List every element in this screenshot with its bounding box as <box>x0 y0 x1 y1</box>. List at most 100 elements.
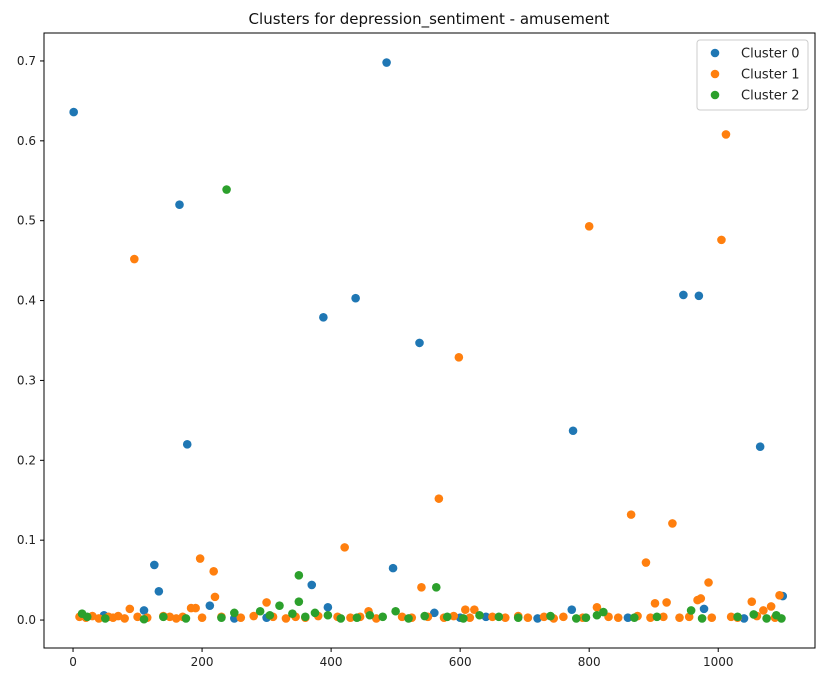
point-cluster-1 <box>465 613 475 622</box>
point-cluster-0 <box>533 614 542 623</box>
point-cluster-2 <box>82 612 92 622</box>
point-cluster-0 <box>351 293 360 303</box>
point-cluster-2 <box>697 614 707 623</box>
point-cluster-2 <box>336 614 346 623</box>
point-cluster-1 <box>766 602 776 611</box>
legend-label: Cluster 2 <box>741 89 800 104</box>
point-cluster-1 <box>668 519 677 528</box>
point-cluster-2 <box>630 613 639 622</box>
point-cluster-1 <box>470 605 479 614</box>
point-cluster-0 <box>568 426 578 436</box>
point-cluster-1 <box>747 597 757 606</box>
x-tick-label: 1000 <box>703 655 734 669</box>
point-cluster-1 <box>94 614 104 623</box>
point-cluster-1 <box>449 611 458 621</box>
point-cluster-1 <box>707 613 717 622</box>
point-cluster-0 <box>481 612 491 622</box>
point-cluster-1 <box>209 567 218 576</box>
point-cluster-1 <box>165 612 175 622</box>
point-cluster-2 <box>391 606 400 616</box>
point-cluster-1 <box>759 606 768 615</box>
point-cluster-0 <box>69 107 78 117</box>
point-cluster-2 <box>652 612 662 622</box>
x-tick-label: 0 <box>69 655 77 669</box>
point-cluster-2 <box>275 601 284 610</box>
point-cluster-0 <box>382 58 391 67</box>
point-cluster-1 <box>775 590 784 600</box>
y-tick-label: 0.1 <box>17 533 36 547</box>
point-cluster-2 <box>230 608 239 618</box>
point-cluster-2 <box>294 571 304 580</box>
data-points <box>69 58 788 624</box>
point-cluster-2 <box>139 614 149 624</box>
point-cluster-1 <box>281 614 291 623</box>
point-cluster-1 <box>584 221 594 231</box>
point-cluster-1 <box>488 612 497 622</box>
point-cluster-0 <box>307 580 317 590</box>
legend-box <box>696 39 809 111</box>
point-cluster-2 <box>442 612 452 622</box>
point-cluster-2 <box>475 610 484 620</box>
point-cluster-2 <box>546 611 555 621</box>
point-cluster-2 <box>777 614 786 623</box>
plot-area <box>44 33 815 648</box>
legend-label: Cluster 0 <box>741 47 800 62</box>
point-cluster-0 <box>319 313 328 322</box>
chart-title: Clusters for depression_sentiment - amus… <box>249 10 610 29</box>
legend-marker <box>710 69 720 79</box>
point-cluster-0 <box>182 440 192 449</box>
y-tick-label: 0.3 <box>17 373 36 387</box>
point-cluster-0 <box>679 290 688 300</box>
point-cluster-2 <box>365 610 375 620</box>
point-cluster-2 <box>513 613 523 622</box>
point-cluster-1 <box>346 613 355 622</box>
point-cluster-2 <box>431 582 441 592</box>
point-cluster-2 <box>581 613 591 622</box>
point-cluster-2 <box>222 185 231 194</box>
point-cluster-1 <box>721 130 731 139</box>
point-cluster-1 <box>133 612 142 622</box>
point-cluster-1 <box>592 602 602 612</box>
point-cluster-1 <box>539 612 549 622</box>
y-tick-label: 0.4 <box>17 294 36 308</box>
point-cluster-2 <box>494 612 504 622</box>
point-cluster-2 <box>686 606 696 615</box>
legend: Cluster 0 Cluster 1 Cluster 2 <box>696 39 809 111</box>
point-cluster-1 <box>417 582 426 592</box>
point-cluster-0 <box>567 605 577 614</box>
point-cluster-0 <box>154 586 164 596</box>
point-cluster-2 <box>378 612 388 622</box>
y-tick-label: 0.0 <box>17 613 36 627</box>
point-cluster-0 <box>694 291 704 301</box>
point-cluster-1 <box>523 613 533 622</box>
point-cluster-0 <box>755 442 765 452</box>
point-cluster-2 <box>592 610 602 620</box>
point-cluster-2 <box>352 613 362 622</box>
point-cluster-2 <box>310 608 320 618</box>
point-cluster-2 <box>749 610 759 619</box>
point-cluster-1 <box>461 605 470 614</box>
point-cluster-1 <box>559 612 568 622</box>
point-cluster-0 <box>150 560 159 570</box>
point-cluster-1 <box>171 614 181 623</box>
legend-label: Cluster 1 <box>741 68 800 83</box>
legend-marker <box>710 90 720 100</box>
point-cluster-1 <box>434 494 444 503</box>
point-cluster-2 <box>571 614 581 623</box>
point-cluster-1 <box>696 594 706 603</box>
point-cluster-2 <box>301 612 310 622</box>
point-cluster-1 <box>120 614 129 623</box>
point-cluster-0 <box>623 613 633 622</box>
point-cluster-1 <box>371 614 381 623</box>
point-cluster-1 <box>113 611 123 621</box>
point-cluster-2 <box>255 606 265 616</box>
point-cluster-1 <box>197 613 207 622</box>
plot-frame <box>43 32 816 649</box>
point-cluster-1 <box>130 254 139 264</box>
point-cluster-1 <box>641 558 651 567</box>
point-cluster-2 <box>459 614 468 623</box>
point-cluster-0 <box>699 604 709 614</box>
point-cluster-2 <box>265 610 275 620</box>
point-cluster-2 <box>217 613 226 622</box>
